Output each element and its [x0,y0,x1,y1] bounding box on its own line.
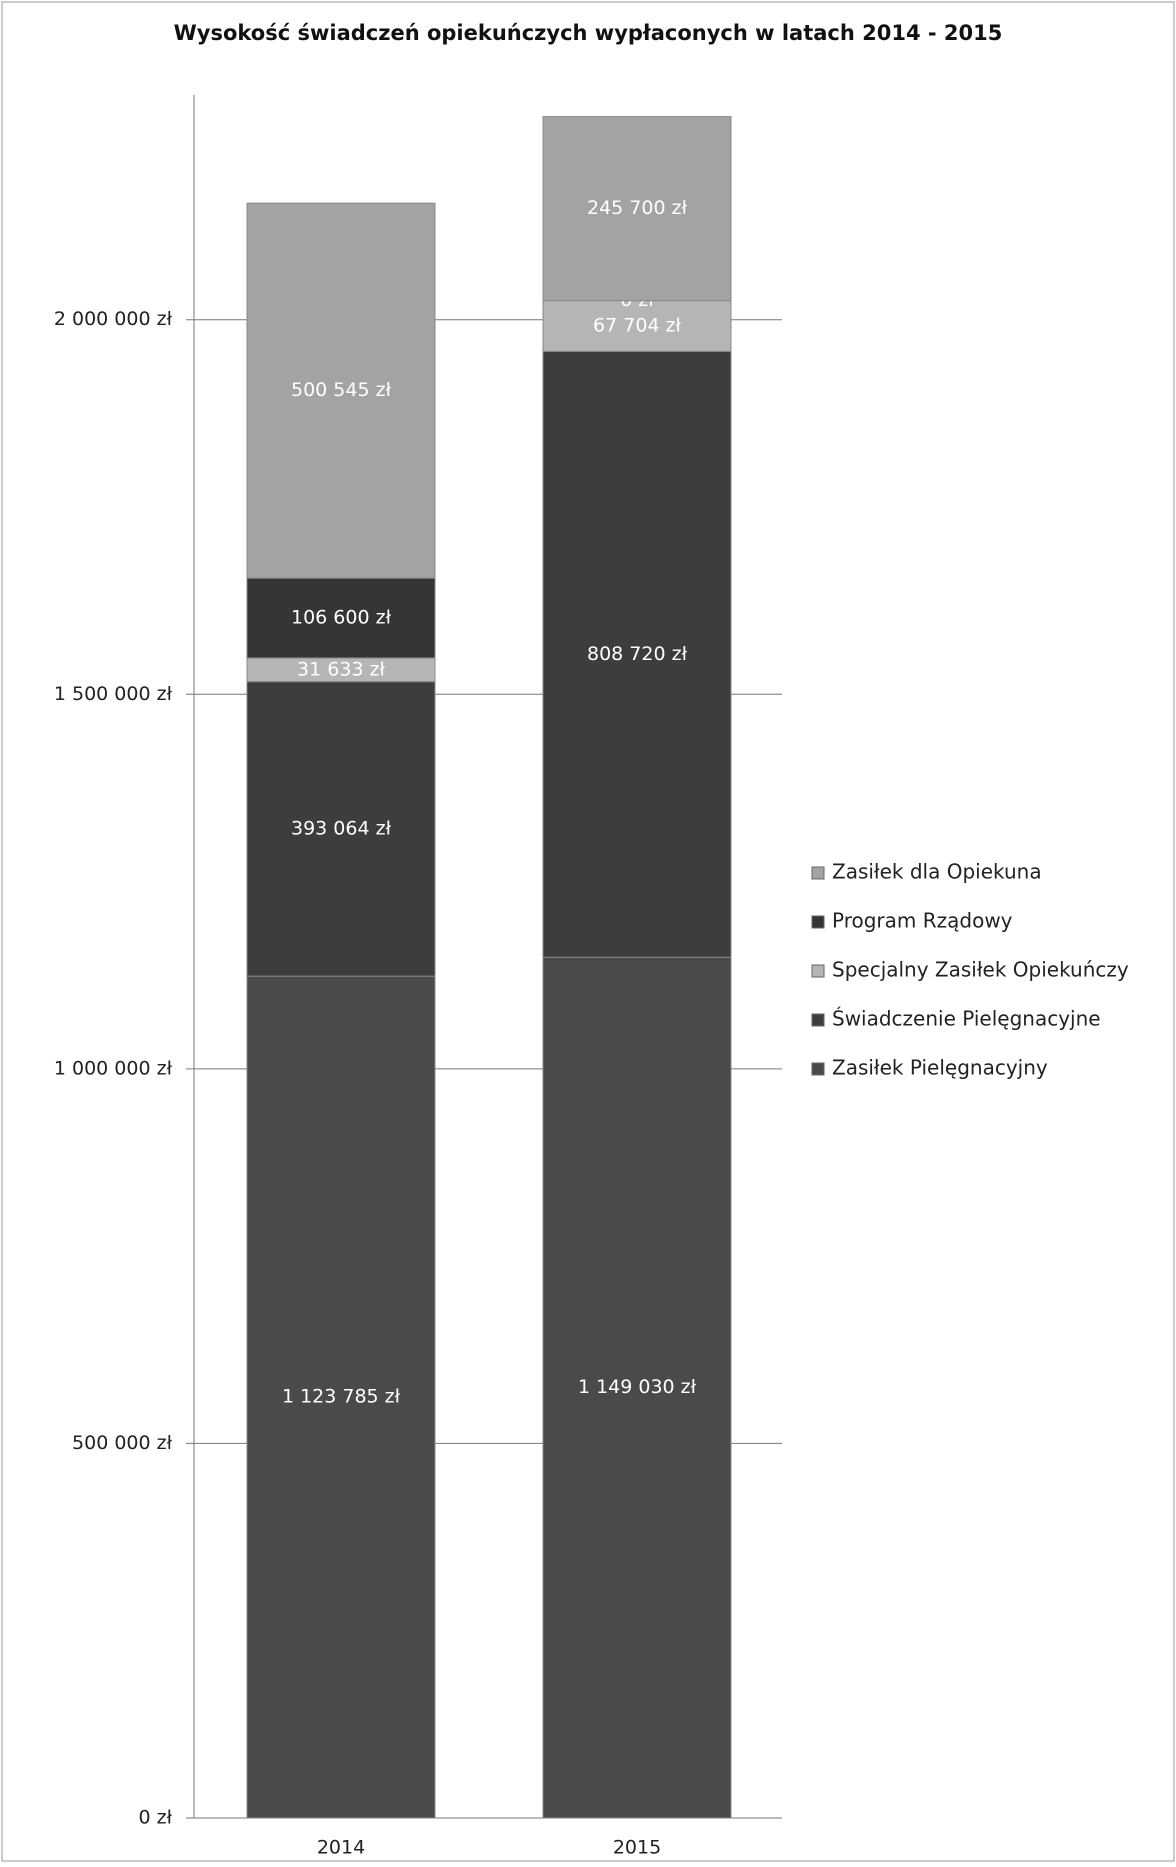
x-tick-label: 2014 [317,1837,365,1859]
y-tick-label: 2 000 000 zł [54,308,173,330]
legend-label: Zasiłek Pielęgnacyjny [832,1056,1048,1080]
legend-label: Zasiłek dla Opiekuna [832,860,1042,884]
value-label: 500 545 zł [291,379,392,401]
chart-title: Wysokość świadczeń opiekuńczych wypłacon… [174,21,1003,45]
value-label: 808 720 zł [587,643,688,665]
legend-swatch [811,1013,825,1027]
value-label: 1 149 030 zł [578,1376,697,1398]
bar-segment [542,956,732,1819]
value-label: 393 064 zł [291,817,392,839]
value-label: 245 700 zł [587,197,688,219]
legend-label: Specjalny Zasiłek Opiekuńczy [832,958,1129,982]
bar-segment [542,116,732,302]
legend-swatch [811,964,825,978]
y-tick-label: 1 500 000 zł [54,683,173,705]
legend-swatch [811,1062,825,1076]
bar-segment [246,975,436,1819]
bar-segment [246,681,436,977]
legend-swatch [811,915,825,929]
x-tick-label: 2015 [613,1837,661,1859]
bar-segment [542,300,732,352]
y-tick-label: 1 000 000 zł [54,1057,173,1079]
value-label: 106 600 zł [291,607,392,629]
legend-swatch [811,866,825,880]
value-label: 31 633 zł [297,658,385,680]
legend-label: Świadczenie Pielęgnacyjne [832,1007,1101,1031]
y-tick-label: 500 000 zł [72,1432,173,1454]
value-label: 1 123 785 zł [282,1386,401,1408]
value-label: 67 704 zł [593,315,681,337]
y-tick-label: 0 zł [138,1807,172,1829]
bar-segment [246,202,436,579]
legend-label: Program Rządowy [832,909,1013,933]
bar-segment [246,577,436,659]
